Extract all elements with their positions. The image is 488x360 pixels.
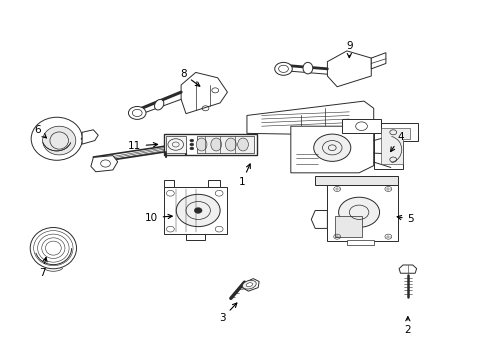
Polygon shape	[290, 126, 373, 173]
Bar	[165, 135, 185, 153]
Ellipse shape	[31, 117, 82, 160]
Ellipse shape	[303, 62, 312, 74]
Ellipse shape	[196, 138, 206, 151]
Bar	[196, 135, 254, 153]
Polygon shape	[370, 53, 385, 69]
Circle shape	[274, 62, 292, 75]
Polygon shape	[91, 156, 118, 172]
Polygon shape	[207, 180, 220, 187]
Bar	[327, 185, 397, 241]
Text: 1: 1	[238, 164, 250, 187]
Bar	[163, 134, 256, 155]
Text: 3: 3	[219, 303, 236, 323]
Text: 11: 11	[128, 141, 157, 151]
Polygon shape	[398, 265, 416, 273]
Polygon shape	[246, 101, 373, 135]
Text: 10: 10	[145, 213, 172, 222]
Circle shape	[128, 107, 146, 120]
Bar	[163, 187, 227, 234]
Circle shape	[189, 143, 193, 146]
Text: 5: 5	[396, 215, 413, 224]
Bar	[334, 216, 361, 237]
Bar	[346, 240, 373, 244]
Ellipse shape	[225, 138, 236, 151]
Text: 7: 7	[39, 257, 47, 278]
Polygon shape	[327, 51, 370, 87]
Text: 9: 9	[346, 41, 352, 58]
Ellipse shape	[42, 126, 76, 155]
Polygon shape	[163, 180, 173, 187]
Polygon shape	[82, 130, 98, 144]
Polygon shape	[341, 119, 380, 134]
Polygon shape	[380, 128, 409, 164]
Circle shape	[338, 197, 379, 227]
Ellipse shape	[237, 138, 248, 151]
Polygon shape	[242, 279, 259, 291]
Polygon shape	[373, 123, 417, 169]
Circle shape	[313, 134, 350, 161]
Text: 8: 8	[180, 69, 200, 86]
Polygon shape	[185, 234, 205, 240]
Ellipse shape	[210, 138, 221, 151]
Polygon shape	[311, 211, 327, 228]
Text: 6: 6	[34, 125, 46, 138]
Polygon shape	[181, 72, 227, 114]
Circle shape	[189, 147, 193, 150]
Ellipse shape	[242, 280, 256, 289]
Polygon shape	[315, 176, 397, 185]
Ellipse shape	[245, 283, 252, 287]
Ellipse shape	[154, 99, 163, 110]
Text: 4: 4	[390, 132, 403, 152]
Circle shape	[189, 139, 193, 142]
Circle shape	[176, 194, 220, 226]
Text: 2: 2	[404, 317, 410, 335]
Circle shape	[194, 208, 202, 213]
Ellipse shape	[30, 228, 76, 269]
